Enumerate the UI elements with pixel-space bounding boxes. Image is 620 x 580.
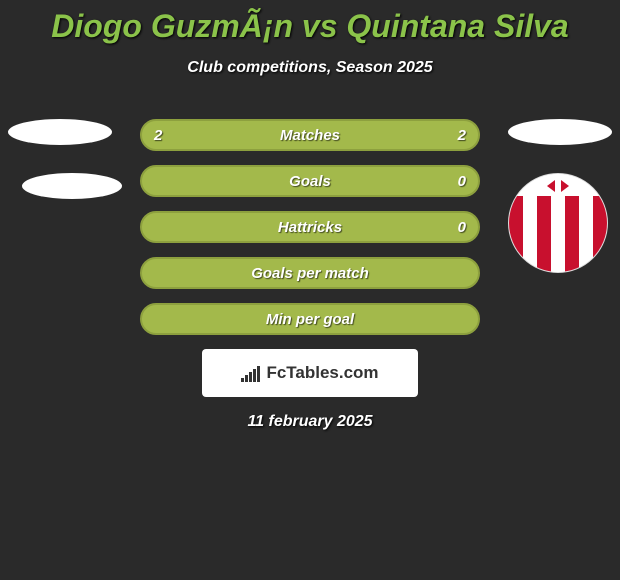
placeholder-ellipse-icon (22, 173, 122, 199)
placeholder-ellipse-icon (508, 119, 612, 145)
stat-bars: 2 Matches 2 Goals 0 Hattricks 0 Goals pe… (140, 119, 480, 335)
stat-right-value: 0 (458, 173, 466, 190)
stat-label: Hattricks (278, 219, 342, 236)
crest-bow-icon (549, 180, 567, 192)
left-player-badges (8, 119, 122, 227)
club-crest (508, 173, 608, 273)
stat-left-value: 2 (154, 127, 162, 144)
placeholder-ellipse-icon (8, 119, 112, 145)
right-player-badges (508, 119, 612, 273)
stat-bar-goals: Goals 0 (140, 165, 480, 197)
stat-label: Matches (280, 127, 340, 144)
stat-right-value: 0 (458, 219, 466, 236)
crest-stripes-icon (509, 196, 607, 272)
subtitle: Club competitions, Season 2025 (0, 59, 620, 77)
stat-bar-hattricks: Hattricks 0 (140, 211, 480, 243)
date-text: 11 february 2025 (0, 413, 620, 431)
stat-label: Goals (289, 173, 331, 190)
stat-label: Min per goal (266, 311, 354, 328)
stats-area: 2 Matches 2 Goals 0 Hattricks 0 Goals pe… (0, 119, 620, 431)
footer-brand-text: FcTables.com (266, 363, 378, 383)
bar-chart-icon (241, 364, 260, 382)
stat-label: Goals per match (251, 265, 369, 282)
stat-bar-goals-per-match: Goals per match (140, 257, 480, 289)
stat-bar-min-per-goal: Min per goal (140, 303, 480, 335)
stat-bar-matches: 2 Matches 2 (140, 119, 480, 151)
stat-right-value: 2 (458, 127, 466, 144)
page-title: Diogo GuzmÃ¡n vs Quintana Silva (0, 0, 620, 45)
footer-brand-box: FcTables.com (202, 349, 418, 397)
